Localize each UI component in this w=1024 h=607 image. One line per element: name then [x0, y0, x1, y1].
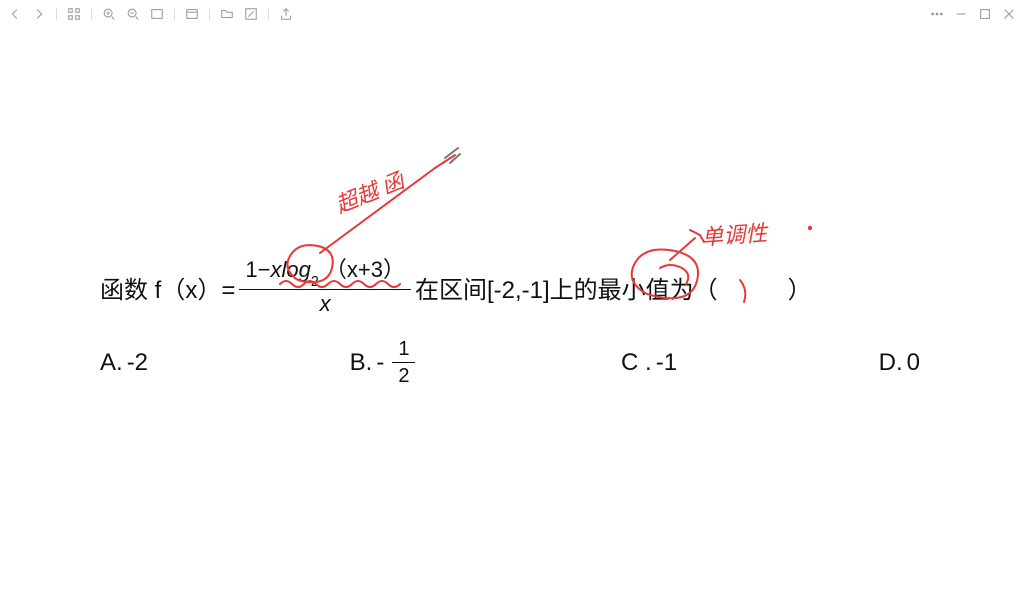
option-b[interactable]: B. - 1 2 [350, 338, 420, 387]
fit-icon[interactable] [150, 7, 164, 21]
option-c-label: C . [621, 349, 652, 377]
denominator: x [314, 290, 337, 316]
option-a-value: -2 [127, 349, 148, 377]
more-icon[interactable] [930, 7, 944, 21]
option-b-den: 2 [392, 363, 415, 387]
grid-icon[interactable] [67, 7, 81, 21]
separator [174, 8, 175, 20]
num-part-base: 2 [311, 274, 319, 290]
num-part-a: 1− [245, 257, 270, 282]
option-b-fraction: 1 2 [392, 338, 415, 387]
zoom-out-icon[interactable] [126, 7, 140, 21]
toolbar-left [8, 7, 293, 21]
num-part-arg: （x+3） [325, 257, 405, 282]
content-area: 函数 f（x）= 1−xlog2 （x+3） x 在区间[-2,-1]上的最小值… [0, 28, 1024, 607]
option-c-value: -1 [656, 349, 677, 377]
separator [56, 8, 57, 20]
question-close-paren: ） [788, 270, 812, 305]
question-stem: 函数 f（x）= 1−xlog2 （x+3） x 在区间[-2,-1]上的最小值… [100, 258, 920, 316]
separator [268, 8, 269, 20]
toolbar-right [930, 7, 1016, 21]
zoom-in-icon[interactable] [102, 7, 116, 21]
question-prefix: 函数 f（x）= [100, 270, 235, 305]
num-part-x: x [270, 257, 281, 282]
back-icon[interactable] [8, 7, 22, 21]
options-row: A. -2 B. - 1 2 C . -1 D. 0 [100, 338, 920, 387]
option-d[interactable]: D. 0 [879, 338, 920, 387]
option-a[interactable]: A. -2 [100, 338, 148, 387]
forward-icon[interactable] [32, 7, 46, 21]
option-b-label: B. [350, 349, 373, 377]
ink-svg [0, 28, 1024, 607]
folder-icon[interactable] [220, 7, 234, 21]
option-d-label: D. [879, 349, 903, 377]
num-part-log: log [281, 257, 310, 282]
separator [209, 8, 210, 20]
maximize-icon[interactable] [978, 7, 992, 21]
view-icon[interactable] [185, 7, 199, 21]
annotation-2: 单调性 [700, 215, 768, 252]
separator [91, 8, 92, 20]
option-d-value: 0 [907, 349, 920, 377]
close-icon[interactable] [1002, 7, 1016, 21]
handwriting-layer: 超越 函 单调性 [0, 28, 1024, 607]
fraction-main: 1−xlog2 （x+3） x [239, 258, 411, 316]
edit-icon[interactable] [244, 7, 258, 21]
option-b-num: 1 [392, 338, 415, 363]
numerator: 1−xlog2 （x+3） [239, 258, 411, 290]
minimize-icon[interactable] [954, 7, 968, 21]
annotation-1: 超越 函 [330, 163, 408, 219]
toolbar [0, 0, 1024, 28]
option-a-label: A. [100, 349, 123, 377]
export-icon[interactable] [279, 7, 293, 21]
option-c[interactable]: C . -1 [621, 338, 677, 387]
question-suffix: 在区间[-2,-1]上的最小值为（ [415, 270, 718, 305]
option-b-prefix: - [376, 349, 384, 377]
